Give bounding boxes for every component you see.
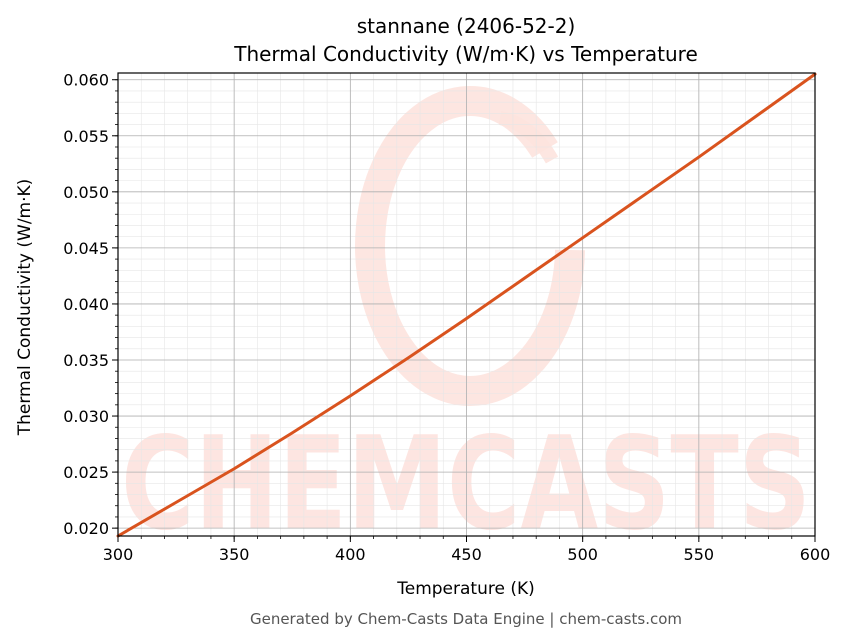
x-axis-label: Temperature (K) [396, 579, 535, 599]
x-tick-label: 400 [335, 545, 366, 564]
y-tick-label: 0.040 [63, 295, 109, 314]
chart-subtitle: Thermal Conductivity (W/m·K) vs Temperat… [233, 42, 698, 66]
y-tick-label: 0.025 [63, 463, 109, 482]
chart-title: stannane (2406-52-2) [357, 14, 576, 38]
x-tick-label: 550 [684, 545, 715, 564]
watermark-text: CHEMCASTS [121, 410, 811, 559]
y-tick-label: 0.060 [63, 71, 109, 90]
y-axis-label: Thermal Conductivity (W/m·K) [15, 179, 35, 437]
x-tick-label: 450 [451, 545, 482, 564]
x-axis-ticks: 300 350 400 450 500 550 600 [103, 536, 831, 564]
y-tick-label: 0.055 [63, 127, 109, 146]
y-tick-label: 0.035 [63, 351, 109, 370]
y-tick-label: 0.050 [63, 183, 109, 202]
y-tick-label: 0.020 [63, 519, 109, 538]
y-tick-label: 0.030 [63, 407, 109, 426]
x-tick-label: 600 [800, 545, 831, 564]
x-tick-label: 500 [567, 545, 598, 564]
series-line-0 [116, 72, 817, 538]
series-layer [116, 72, 817, 538]
watermark-logo-icon [355, 85, 585, 406]
y-tick-label: 0.045 [63, 239, 109, 258]
x-tick-label: 350 [219, 545, 250, 564]
y-axis-ticks: 0.020 0.025 0.030 0.035 0.040 0.045 0.050 0.055… [63, 71, 118, 538]
footer-credit: Generated by Chem-Casts Data Engine | ch… [250, 610, 682, 628]
x-tick-label: 300 [103, 545, 134, 564]
